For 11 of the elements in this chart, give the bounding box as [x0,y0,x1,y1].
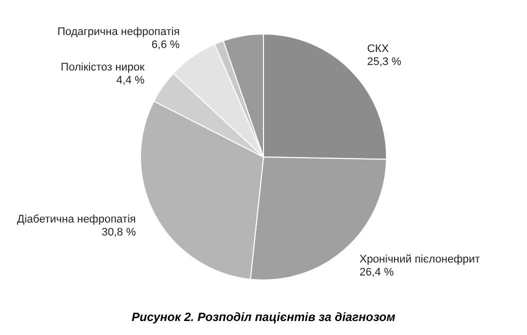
slice-label: Діабетична нефропатія [17,214,136,226]
data-label: 26,4 % [359,266,394,278]
text: Рисунок 2. Розподіл пацієнтів за діагнозом [130,310,396,324]
slice-label: Полікістоз нирок [60,61,145,74]
data-label: 6,6 % [152,39,180,52]
slice-label: Подагрична нефропатія [57,26,180,38]
data-label: 25,3 % [367,56,402,68]
slice-label: СКХ [367,42,390,55]
data-label: 4,4 % [116,74,145,86]
data-label: 30,8 % [102,226,136,239]
slice-label: Хронічний пієлонефрит [359,253,480,266]
